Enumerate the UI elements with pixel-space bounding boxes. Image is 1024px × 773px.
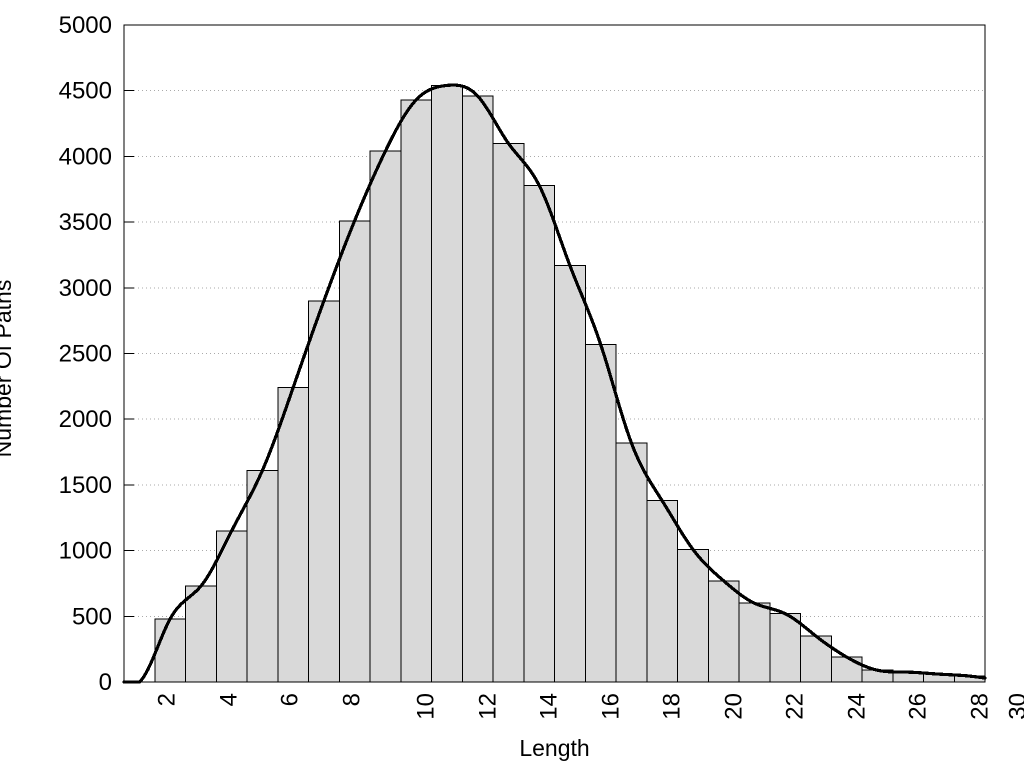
svg-text:500: 500: [72, 603, 112, 630]
svg-text:2500: 2500: [59, 341, 112, 368]
svg-text:4000: 4000: [59, 143, 112, 170]
svg-text:3000: 3000: [59, 275, 112, 302]
svg-text:0: 0: [99, 669, 112, 696]
svg-text:1000: 1000: [59, 538, 112, 565]
svg-text:2000: 2000: [59, 406, 112, 433]
svg-text:5000: 5000: [59, 12, 112, 39]
svg-text:3500: 3500: [59, 209, 112, 236]
svg-text:1500: 1500: [59, 472, 112, 499]
svg-text:4500: 4500: [59, 78, 112, 105]
